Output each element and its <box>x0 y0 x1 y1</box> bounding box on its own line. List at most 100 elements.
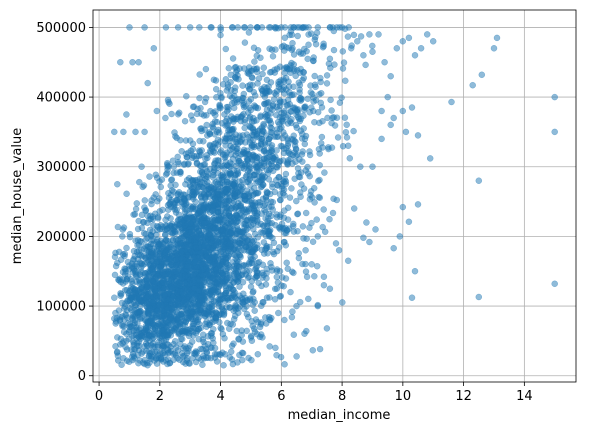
data-point <box>118 361 125 369</box>
data-point <box>234 269 242 277</box>
data-point <box>253 24 261 31</box>
data-point <box>315 145 323 153</box>
data-point <box>122 311 130 319</box>
data-point <box>119 233 126 240</box>
data-point <box>293 151 301 158</box>
data-point <box>303 273 311 281</box>
data-point <box>278 274 286 281</box>
data-point <box>182 298 190 306</box>
data-point <box>136 178 143 186</box>
data-point <box>287 288 294 296</box>
data-point <box>290 83 297 91</box>
data-point <box>238 186 245 193</box>
data-point <box>343 134 351 141</box>
data-point <box>339 48 347 55</box>
data-point <box>215 261 223 268</box>
data-point <box>233 145 240 153</box>
data-point <box>272 344 279 352</box>
data-point <box>192 350 199 358</box>
data-point <box>246 115 253 122</box>
data-point <box>369 163 376 170</box>
data-point <box>323 80 331 87</box>
data-point <box>357 163 364 170</box>
data-point <box>112 309 119 317</box>
data-point <box>313 262 321 270</box>
data-point <box>218 277 226 284</box>
data-point <box>197 294 204 301</box>
data-point <box>147 245 154 253</box>
data-point <box>178 262 185 270</box>
data-point <box>130 247 138 255</box>
data-point <box>268 46 276 54</box>
data-point <box>149 299 156 306</box>
data-point <box>227 170 235 177</box>
data-point <box>296 96 303 104</box>
data-point <box>223 122 231 129</box>
x-tick-label: 2 <box>156 389 164 404</box>
data-point <box>154 342 161 349</box>
data-point <box>152 314 159 322</box>
data-point <box>301 104 309 112</box>
data-point <box>114 259 121 267</box>
data-point <box>253 68 261 76</box>
data-point <box>305 41 312 49</box>
data-point <box>295 254 303 262</box>
y-tick-label: 500000 <box>36 21 86 36</box>
data-point <box>229 55 237 62</box>
data-point <box>260 239 268 246</box>
data-point <box>243 296 251 304</box>
data-point <box>200 352 207 360</box>
data-point <box>344 33 352 40</box>
data-point <box>253 244 261 252</box>
data-point <box>320 273 328 281</box>
data-point <box>176 356 183 363</box>
data-point <box>411 267 419 275</box>
data-point <box>218 295 225 303</box>
data-point <box>223 135 230 143</box>
data-point <box>311 118 318 126</box>
data-point <box>263 197 270 204</box>
data-point <box>197 162 205 170</box>
data-point <box>224 81 232 88</box>
data-point <box>417 45 425 52</box>
data-point <box>266 88 273 95</box>
data-point <box>111 315 118 322</box>
y-tick-label: 100000 <box>36 300 86 315</box>
data-point <box>141 128 148 136</box>
data-point <box>303 235 310 243</box>
data-point <box>221 187 228 194</box>
data-point <box>302 247 309 254</box>
data-point <box>188 310 196 317</box>
data-point <box>293 353 300 360</box>
data-point <box>290 220 297 228</box>
data-point <box>191 263 198 270</box>
data-point <box>217 248 224 256</box>
data-point <box>308 261 315 268</box>
data-point <box>284 226 291 234</box>
data-point <box>218 93 225 101</box>
data-point <box>202 200 210 208</box>
data-point <box>219 330 227 338</box>
data-point <box>234 278 242 285</box>
data-point <box>181 321 189 328</box>
data-point <box>316 161 323 169</box>
data-point <box>217 24 224 31</box>
data-point <box>291 138 298 145</box>
data-point <box>174 24 182 31</box>
data-point <box>233 230 241 238</box>
data-point <box>280 78 288 85</box>
data-point <box>200 112 208 119</box>
data-point <box>254 259 261 267</box>
data-point <box>248 259 255 267</box>
data-point <box>189 271 197 279</box>
data-point <box>405 218 413 226</box>
data-point <box>183 153 191 161</box>
data-point <box>183 215 191 222</box>
data-point <box>251 92 259 99</box>
data-point <box>423 31 431 38</box>
data-point <box>141 197 149 204</box>
data-point <box>182 228 189 236</box>
data-point <box>111 253 119 261</box>
data-point <box>194 316 202 324</box>
data-point <box>209 274 216 282</box>
